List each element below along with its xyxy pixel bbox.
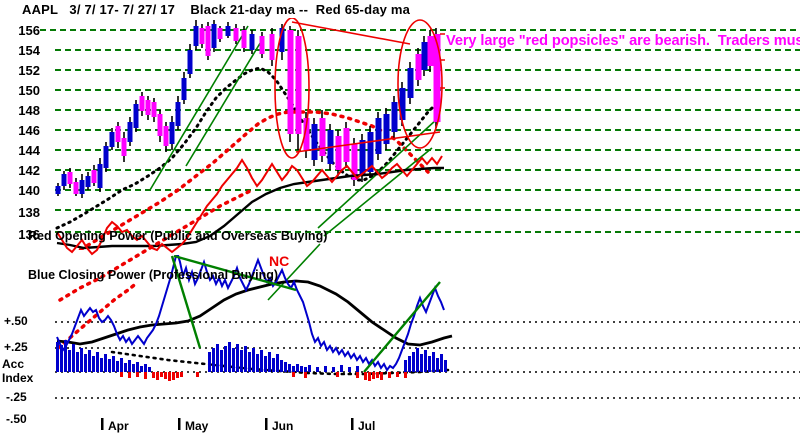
y-axis-label-138: 138 <box>18 205 40 220</box>
power-line-red <box>56 155 443 256</box>
acc-trendlines <box>170 255 441 373</box>
candlestick-series <box>55 20 441 198</box>
y-axis-label-142: 142 <box>18 163 40 178</box>
acc-axis-caption-line2: Index <box>2 371 34 385</box>
y-axis-label-144: 144 <box>18 143 40 158</box>
power-ma-black <box>56 166 444 250</box>
acc-axis-label-plus-50: +.50 <box>4 314 28 328</box>
x-axis-label-jun: Jun <box>272 419 294 433</box>
y-axis-label-152: 152 <box>18 63 40 78</box>
y-axis-label-136: 136 <box>18 227 40 242</box>
chart-title: AAPL 3/ 7/ 17- 7/ 27/ 17 Black 21-day ma… <box>22 2 411 17</box>
nc-label: NC <box>269 253 290 269</box>
power-trendline <box>267 243 321 301</box>
caption-red-opening-power: Red Opening Power (Public and Overseas B… <box>28 229 328 243</box>
power-panel <box>56 155 444 302</box>
ma-65-day <box>76 110 430 250</box>
y-axis-label-150: 150 <box>18 83 40 98</box>
y-axis-label-148: 148 <box>18 103 40 118</box>
power-ma-red-dotted <box>58 188 254 302</box>
acc-index-panel <box>56 255 453 381</box>
x-axis-label-may: May <box>185 419 209 433</box>
popsicle-markers <box>274 18 445 159</box>
ma-21-day <box>55 66 438 230</box>
trendlines <box>149 25 437 237</box>
price-panel <box>55 18 445 250</box>
acc-axis-label-plus-25: +.25 <box>4 340 28 354</box>
acc-axis-label-minus-50: -.50 <box>6 412 27 426</box>
caption-blue-closing-power: Blue Closing Power (Professional Buying) <box>28 268 279 282</box>
acc-axis-caption-line1: Acc <box>2 357 25 371</box>
x-axis-label-apr: Apr <box>108 419 129 433</box>
acc-ma-black <box>56 279 453 347</box>
ellipse-popsicle-1 <box>274 18 310 159</box>
acc-line-blue <box>56 255 445 372</box>
acc-histogram <box>56 340 447 381</box>
acc-axis-label-minus-25: -.25 <box>6 390 27 404</box>
y-axis-label-154: 154 <box>18 43 40 58</box>
y-axis-label-146: 146 <box>18 123 40 138</box>
y-axis-label-156: 156 <box>18 23 40 38</box>
x-axis-label-jul: Jul <box>358 419 376 433</box>
annotation-text: Very large "red popsicles" are bearish. … <box>446 33 800 49</box>
popsicle-connector <box>291 21 441 153</box>
y-axis-label-140: 140 <box>18 183 40 198</box>
ellipse-popsicle-2 <box>397 19 443 149</box>
annot-leader <box>440 33 445 89</box>
x-axis-ticks <box>101 418 354 430</box>
